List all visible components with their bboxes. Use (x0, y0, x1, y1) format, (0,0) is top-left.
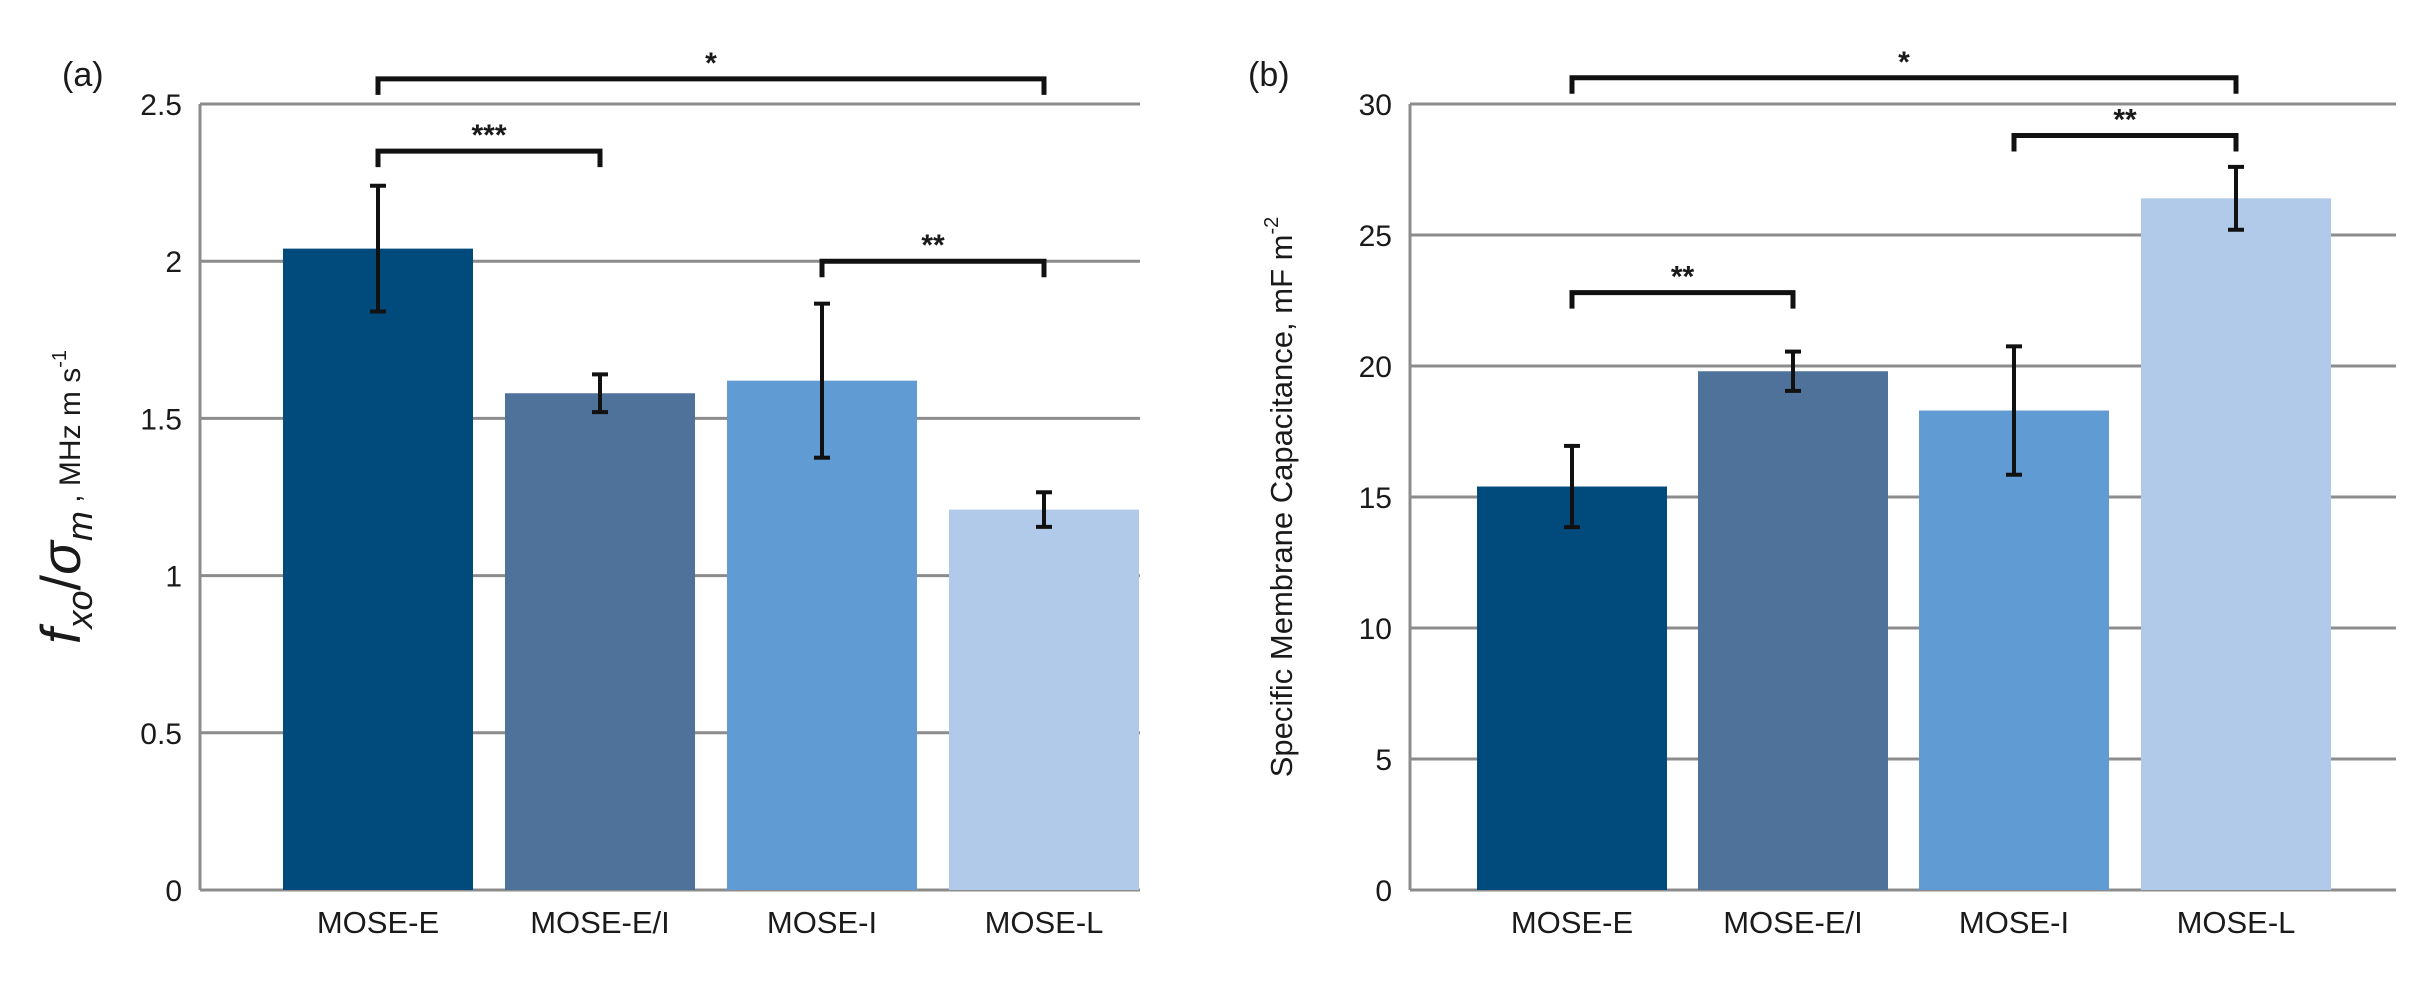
significance-bracket (375, 76, 1047, 95)
y-tick-label: 25 (1359, 220, 1392, 253)
y-axis-title: fxo/σm , MHz m s-1 (29, 350, 100, 644)
significance-label: * (705, 47, 717, 80)
significance-label: ** (1671, 261, 1695, 294)
panel-label: (b) (1248, 56, 1290, 94)
y-tick-label: 0 (165, 875, 182, 908)
y-axis-title: Specific Membrane Capacitance, mF m-2 (1261, 217, 1299, 778)
significance-bracket (375, 148, 603, 168)
bar-mose-e-i (505, 393, 695, 890)
y-title-text: Specific Membrane Capacitance, mF m (1264, 235, 1299, 778)
y-title-exp: -2 (1261, 217, 1283, 235)
y-title-sub2: m (59, 511, 100, 541)
y-tick-label: 2.5 (140, 89, 182, 122)
y-tick-label: 0.5 (140, 718, 182, 751)
significance-bracket (819, 258, 1047, 278)
bar-mose-l (2141, 198, 2331, 890)
y-tick-label: 10 (1359, 613, 1392, 646)
x-category-label: MOSE-E/I (1723, 905, 1863, 940)
y-title-sigma: σ (29, 539, 92, 575)
bar-mose-e (1477, 486, 1667, 890)
significance-bracket (1569, 75, 2239, 94)
significance-label: ** (921, 229, 945, 262)
x-category-label: MOSE-I (767, 905, 877, 940)
x-category-label: MOSE-E (1511, 905, 1633, 940)
x-category-label: MOSE-E/I (530, 905, 670, 940)
x-category-label: MOSE-E (317, 905, 439, 940)
y-title-units-exp: -1 (49, 350, 71, 368)
panel-label: (a) (62, 56, 104, 94)
bar-mose-l (949, 509, 1139, 890)
y-tick-label: 1 (165, 561, 182, 594)
y-title-units: , MHz m s (54, 368, 87, 511)
y-tick-label: 1.5 (140, 403, 182, 436)
significance-label: * (1898, 46, 1910, 79)
y-tick-label: 5 (1375, 744, 1392, 777)
y-title-slash: / (29, 574, 92, 590)
x-category-label: MOSE-I (1959, 905, 2069, 940)
x-category-label: MOSE-L (2177, 905, 2296, 940)
significance-bracket (2011, 132, 2239, 152)
bar-mose-e (283, 248, 473, 890)
significance-label: ** (2113, 103, 2137, 136)
y-title-sub: xo (59, 590, 100, 630)
bar-mose-i (727, 380, 917, 890)
y-tick-label: 2 (165, 246, 182, 279)
bar-mose-i (1919, 410, 2109, 890)
y-tick-label: 20 (1359, 351, 1392, 384)
bar-mose-e-i (1698, 371, 1888, 890)
x-category-label: MOSE-L (985, 905, 1104, 940)
y-tick-label: 30 (1359, 89, 1392, 122)
significance-bracket (1569, 290, 1796, 309)
significance-label: *** (471, 119, 506, 152)
y-tick-label: 15 (1359, 482, 1392, 515)
y-tick-label: 0 (1375, 875, 1392, 908)
